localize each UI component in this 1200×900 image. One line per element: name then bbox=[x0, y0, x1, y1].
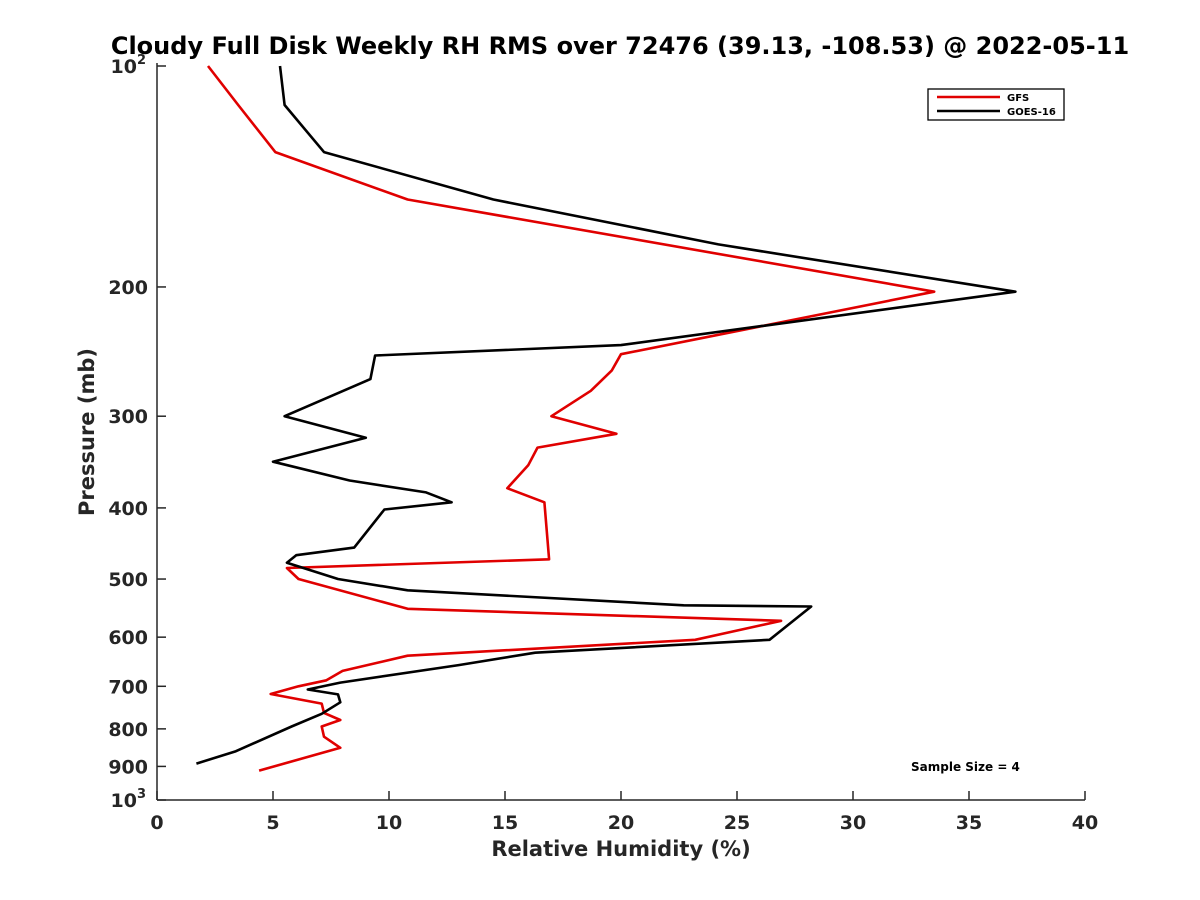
y-tick-label: 400 bbox=[108, 498, 148, 520]
series-line-gfs bbox=[206, 65, 936, 772]
x-tick-label: 20 bbox=[608, 812, 634, 834]
x-tick-group: 0 5 10 15 20 25 30 35 40 bbox=[150, 791, 1098, 834]
sample-size-annotation: Sample Size = 4 bbox=[911, 760, 1020, 774]
y-tick-label: 800 bbox=[108, 719, 148, 741]
x-tick-label: 25 bbox=[724, 812, 750, 834]
y-tick-label: 102 bbox=[111, 53, 147, 78]
x-tick-label: 5 bbox=[266, 812, 279, 834]
chart-title: Cloudy Full Disk Weekly RH RMS over 7247… bbox=[111, 32, 1129, 60]
series-line-goes16 bbox=[196, 65, 1017, 765]
x-tick-label: 10 bbox=[376, 812, 402, 834]
x-tick-label: 15 bbox=[492, 812, 518, 834]
y-tick-label: 700 bbox=[108, 676, 148, 698]
x-tick-label: 40 bbox=[1072, 812, 1098, 834]
x-tick-label: 30 bbox=[840, 812, 866, 834]
x-axis-label: Relative Humidity (%) bbox=[491, 837, 750, 861]
y-tick-group: 102 200 300 400 500 600 700 800 900 103 bbox=[108, 53, 166, 812]
y-tick-label: 103 bbox=[111, 787, 147, 812]
y-tick-label: 600 bbox=[108, 627, 148, 649]
legend: GFS GOES-16 bbox=[927, 88, 1065, 121]
legend-label-gfs: GFS bbox=[1007, 93, 1029, 104]
series-lines bbox=[196, 65, 1017, 772]
legend-label-goes16: GOES-16 bbox=[1007, 107, 1056, 118]
legend-box bbox=[927, 88, 1065, 121]
y-axis-label: Pressure (mb) bbox=[75, 348, 99, 516]
y-tick-label: 500 bbox=[108, 569, 148, 591]
y-tick-label: 900 bbox=[108, 756, 148, 778]
x-tick-label: 35 bbox=[956, 812, 982, 834]
x-tick-label: 0 bbox=[150, 812, 163, 834]
y-tick-label: 300 bbox=[108, 406, 148, 428]
y-tick-label: 200 bbox=[108, 277, 148, 299]
